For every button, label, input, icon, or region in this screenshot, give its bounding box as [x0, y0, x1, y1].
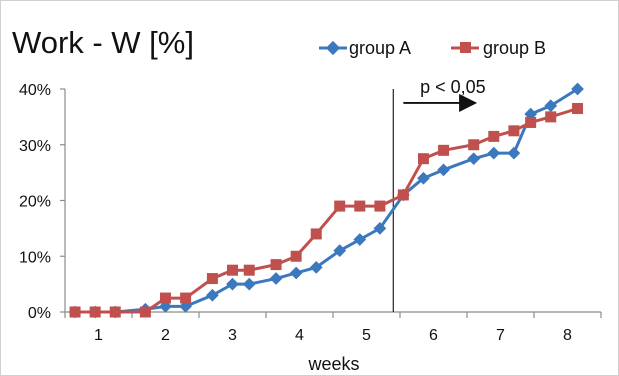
series-point-group-b: [417, 153, 429, 165]
x-tick-label: 1: [94, 327, 103, 344]
series-point-group-b: [206, 273, 218, 285]
legend: group A group B: [319, 38, 546, 58]
chart-title: Work - W [%]: [12, 25, 194, 60]
series-point-group-b: [334, 200, 346, 212]
series-point-group-a: [353, 233, 367, 246]
series-point-group-b: [374, 200, 386, 212]
series-point-group-a: [242, 277, 256, 291]
significance-label: p < 0,05: [420, 77, 486, 97]
series-point-group-b: [69, 306, 81, 318]
series-point-group-b: [139, 306, 151, 318]
legend-label-group-a: group A: [349, 38, 411, 58]
series-point-group-a: [487, 146, 501, 160]
series-point-group-b: [354, 200, 366, 212]
y-tick-label: 0%: [28, 305, 51, 322]
series-line-group-a: [73, 87, 580, 314]
legend-marker-group-a: [325, 40, 341, 56]
series-point-group-b: [572, 103, 584, 115]
series-point-group-a: [206, 288, 219, 302]
series-point-group-b: [243, 264, 255, 276]
series-point-group-b: [468, 139, 480, 151]
series-point-group-b: [109, 306, 121, 318]
series-point-group-b: [545, 111, 557, 123]
series-point-group-a: [289, 266, 303, 280]
series-point-group-a: [269, 272, 283, 285]
x-axis-label: weeks: [307, 354, 359, 374]
x-tick-label: 6: [429, 327, 438, 344]
series-point-group-b: [180, 292, 192, 304]
series-point-group-b: [227, 264, 238, 276]
y-tick-label: 40%: [19, 82, 51, 99]
series-point-group-a: [333, 244, 347, 258]
series-point-group-a: [226, 277, 239, 291]
series-point-group-b: [89, 306, 101, 318]
y-tick-label: 30%: [19, 138, 51, 155]
series-layer: [68, 82, 584, 319]
series-point-group-a: [437, 163, 450, 177]
x-tick-label: 2: [161, 327, 170, 344]
series-point-group-b: [397, 189, 409, 201]
series-line-group-b: [73, 107, 580, 314]
series-point-group-a: [373, 222, 387, 235]
series-point-group-b: [310, 228, 322, 240]
x-tick-label: 8: [563, 327, 572, 344]
series-point-group-a: [467, 152, 481, 166]
x-tick-label: 5: [362, 327, 371, 344]
series-point-group-b: [290, 250, 302, 262]
series-point-group-a: [309, 261, 323, 274]
legend-marker-group-b: [460, 42, 471, 53]
legend-label-group-b: group B: [483, 38, 546, 58]
x-tick-label: 4: [295, 327, 304, 344]
y-tick-label: 10%: [19, 249, 51, 266]
series-point-group-b: [270, 259, 282, 271]
axes-layer: 0% 10% 20% 30% 40% 1 2 3 4 5 6 7 8: [19, 82, 602, 344]
series-point-group-b: [525, 116, 537, 128]
series-point-group-b: [488, 130, 500, 142]
annotation-layer: p < 0,05: [403, 77, 486, 112]
series-point-group-b: [438, 144, 450, 156]
x-tick-label: 3: [228, 327, 237, 344]
series-point-group-a: [417, 171, 430, 185]
series-point-group-b: [508, 125, 520, 137]
x-tick-label: 7: [496, 327, 505, 344]
series-point-group-a: [507, 146, 521, 160]
y-tick-label: 20%: [19, 194, 51, 211]
series-point-group-b: [160, 292, 171, 304]
